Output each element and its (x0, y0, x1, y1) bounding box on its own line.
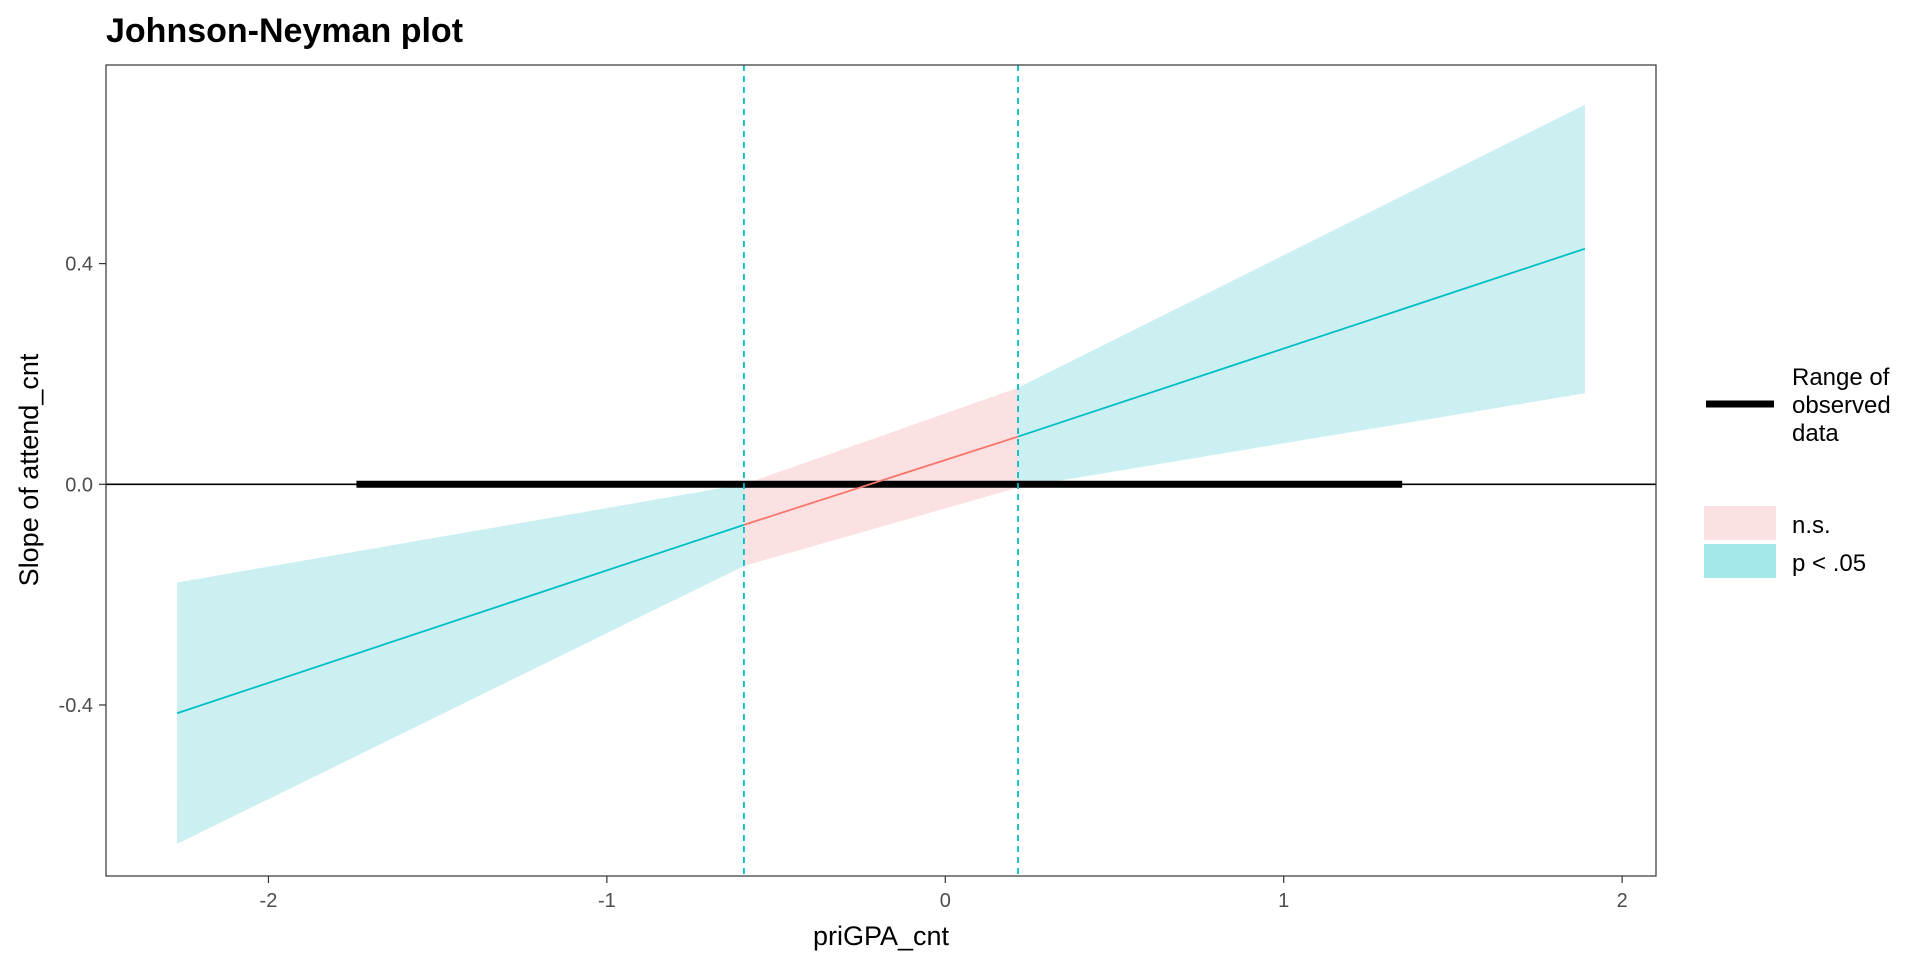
slope-line-0 (743, 435, 1019, 526)
legend-range-line-3: data (1792, 420, 1839, 447)
y-axis: -0.4 0.0 0.4 (59, 254, 106, 717)
legend-ns-label: n.s. (1792, 512, 1831, 539)
confidence-band-2 (1018, 104, 1585, 488)
legend-range-line-1: Range of (1792, 364, 1890, 391)
y-axis-title: Slope of attend_cnt (14, 353, 44, 586)
x-axis: -2 -1 0 1 2 (260, 876, 1628, 912)
legend: Range of observed data n.s. p < .05 (1704, 364, 1897, 578)
confidence-band-1 (177, 484, 744, 845)
legend-range-line-2: observed (1792, 392, 1891, 419)
slope-line-1 (176, 523, 745, 715)
legend-sig-key (1704, 544, 1776, 578)
x-tick-label-4: 2 (1617, 890, 1628, 912)
legend-range-label: Range of observed data (1792, 364, 1897, 447)
y-tick-label-0: -0.4 (59, 695, 93, 717)
chart-title: Johnson-Neyman plot (106, 12, 463, 50)
x-tick-label-2: 0 (940, 890, 951, 912)
y-tick-label-1: 0.0 (65, 474, 93, 496)
confidence-band-0 (743, 387, 1019, 566)
x-tick-label-1: -1 (598, 890, 616, 912)
plot-panel-border (105, 64, 1657, 877)
slope-lines (106, 65, 1656, 876)
confidence-bands (177, 104, 1585, 845)
x-tick-label-0: -2 (260, 890, 278, 912)
y-tick-label-2: 0.4 (65, 254, 93, 276)
legend-ns-key (1704, 506, 1776, 540)
slope-line-2 (1017, 247, 1586, 438)
x-tick-label-3: 1 (1278, 890, 1289, 912)
legend-sig-label: p < .05 (1792, 550, 1866, 577)
x-axis-title: priGPA_cnt (813, 921, 950, 951)
